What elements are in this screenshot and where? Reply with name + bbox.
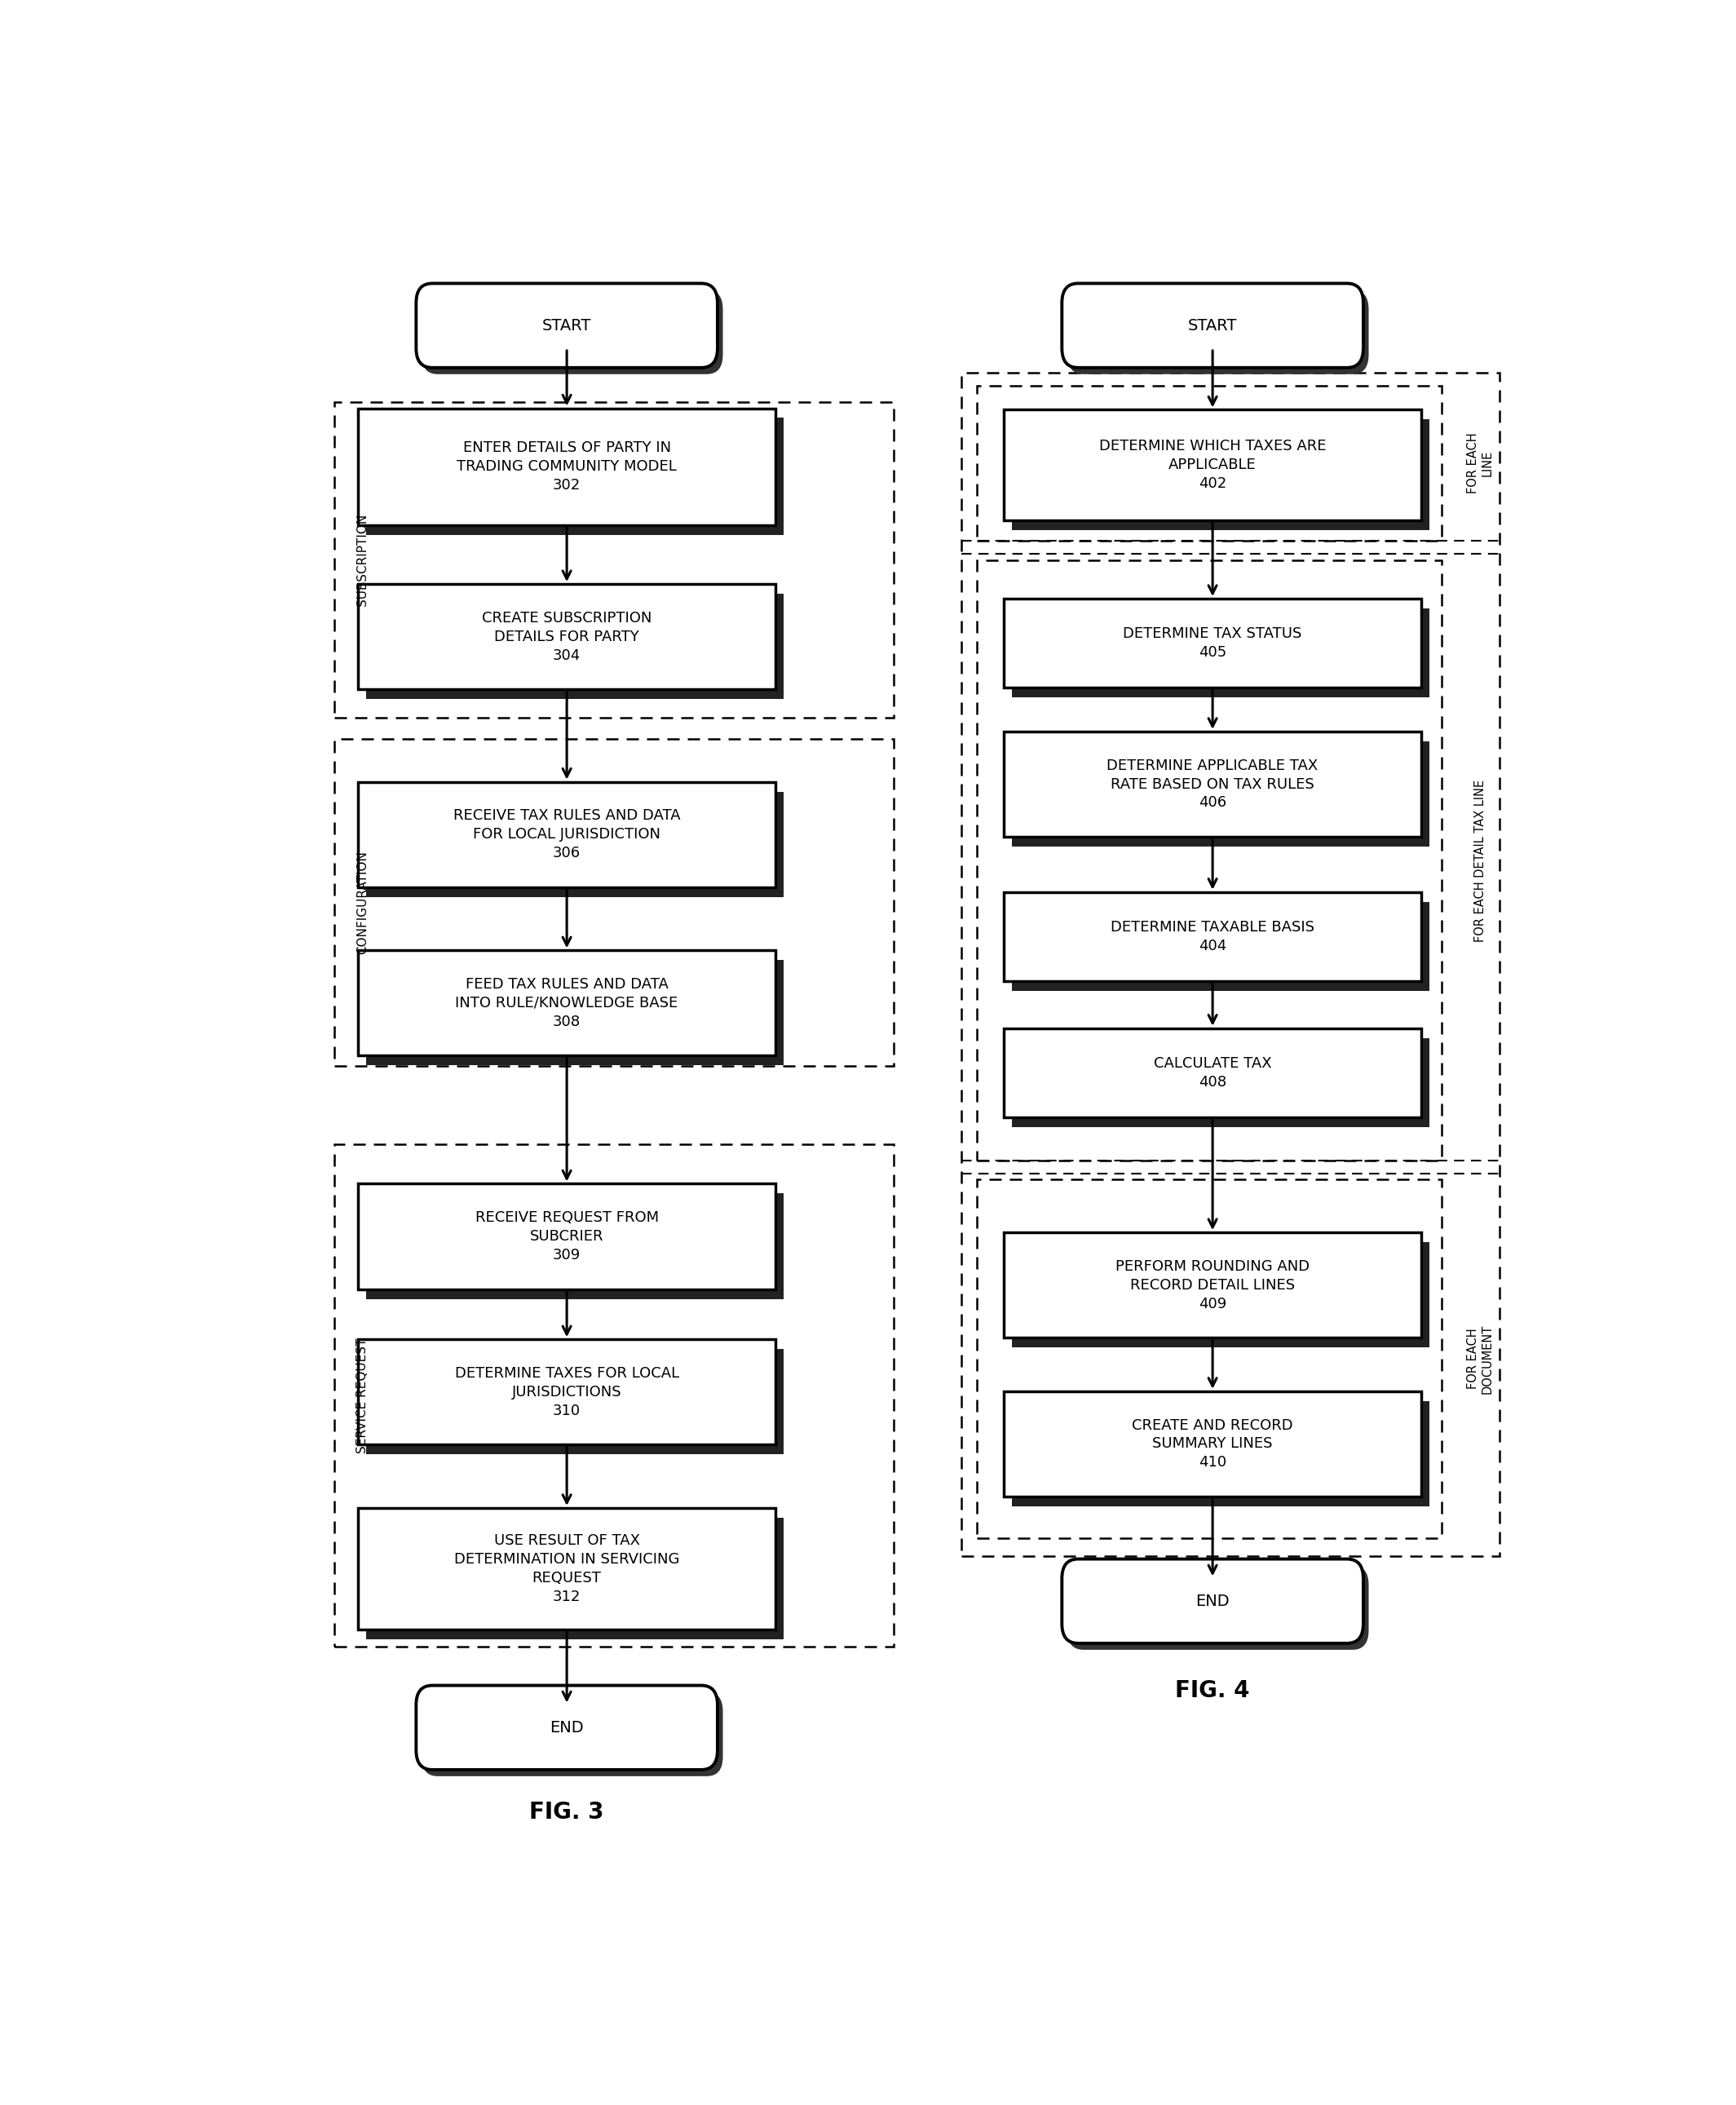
Bar	[1003, 1391, 1422, 1497]
Bar	[333, 1143, 894, 1646]
Bar	[962, 373, 1500, 1556]
Bar	[1003, 410, 1422, 520]
Text: START: START	[542, 318, 592, 333]
Text: DETERMINE APPLICABLE TAX
RATE BASED ON TAX RULES
406: DETERMINE APPLICABLE TAX RATE BASED ON T…	[1108, 758, 1318, 810]
Text: USE RESULT OF TAX
DETERMINATION IN SERVICING
REQUEST
312: USE RESULT OF TAX DETERMINATION IN SERVI…	[455, 1532, 679, 1604]
Bar	[366, 1518, 783, 1640]
FancyBboxPatch shape	[417, 1686, 717, 1770]
Bar	[977, 1179, 1441, 1539]
Text: DETERMINE TAXABLE BASIS
404: DETERMINE TAXABLE BASIS 404	[1111, 920, 1314, 954]
Text: ENTER DETAILS OF PARTY IN
TRADING COMMUNITY MODEL
302: ENTER DETAILS OF PARTY IN TRADING COMMUN…	[457, 440, 677, 493]
FancyBboxPatch shape	[1068, 290, 1368, 375]
Bar	[1003, 598, 1422, 688]
Text: DETERMINE WHICH TAXES ARE
APPLICABLE
402: DETERMINE WHICH TAXES ARE APPLICABLE 402	[1099, 440, 1326, 490]
Text: END: END	[1196, 1593, 1229, 1608]
Bar	[358, 1339, 776, 1444]
Bar	[1003, 893, 1422, 981]
Text: FIG. 3: FIG. 3	[529, 1800, 604, 1823]
Bar	[358, 1183, 776, 1288]
Bar	[977, 560, 1441, 1160]
Bar	[366, 1349, 783, 1455]
Text: END: END	[550, 1720, 583, 1735]
Bar	[358, 1507, 776, 1629]
Text: DETERMINE TAX STATUS
405: DETERMINE TAX STATUS 405	[1123, 627, 1302, 659]
FancyBboxPatch shape	[422, 1692, 722, 1777]
Bar	[366, 419, 783, 535]
Bar	[366, 1194, 783, 1299]
Bar	[1012, 901, 1429, 991]
Bar	[977, 385, 1441, 541]
FancyBboxPatch shape	[1062, 284, 1363, 368]
Text: SUBSCRIPTION: SUBSCRIPTION	[356, 514, 368, 606]
Text: RECEIVE REQUEST FROM
SUBCRIER
309: RECEIVE REQUEST FROM SUBCRIER 309	[476, 1210, 658, 1263]
Text: RECEIVE TAX RULES AND DATA
FOR LOCAL JURISDICTION
306: RECEIVE TAX RULES AND DATA FOR LOCAL JUR…	[453, 808, 681, 861]
Text: FEED TAX RULES AND DATA
INTO RULE/KNOWLEDGE BASE
308: FEED TAX RULES AND DATA INTO RULE/KNOWLE…	[455, 977, 679, 1029]
Text: CREATE AND RECORD
SUMMARY LINES
410: CREATE AND RECORD SUMMARY LINES 410	[1132, 1419, 1293, 1469]
Bar	[333, 739, 894, 1067]
Bar	[1012, 741, 1429, 846]
Bar	[1012, 608, 1429, 697]
Bar	[1012, 1402, 1429, 1507]
Bar	[358, 408, 776, 524]
Text: START: START	[1187, 318, 1238, 333]
Bar	[333, 402, 894, 718]
Bar	[366, 960, 783, 1065]
FancyBboxPatch shape	[1062, 1560, 1363, 1644]
FancyBboxPatch shape	[417, 284, 717, 368]
Bar	[1003, 1027, 1422, 1118]
Bar	[1012, 1038, 1429, 1126]
Text: FOR EACH
LINE: FOR EACH LINE	[1467, 434, 1493, 495]
Text: SERVICE REQUEST: SERVICE REQUEST	[356, 1337, 368, 1452]
Text: CALCULATE TAX
408: CALCULATE TAX 408	[1154, 1057, 1271, 1090]
Bar	[1003, 733, 1422, 838]
Text: DETERMINE TAXES FOR LOCAL
JURISDICTIONS
310: DETERMINE TAXES FOR LOCAL JURISDICTIONS …	[455, 1366, 679, 1419]
Text: FOR EACH DETAIL TAX LINE: FOR EACH DETAIL TAX LINE	[1474, 779, 1486, 941]
Bar	[366, 791, 783, 897]
FancyBboxPatch shape	[422, 290, 722, 375]
Bar	[1012, 1242, 1429, 1347]
Bar	[358, 949, 776, 1057]
Bar	[358, 583, 776, 690]
Text: FOR EACH
DOCUMENT: FOR EACH DOCUMENT	[1467, 1324, 1493, 1394]
FancyBboxPatch shape	[1068, 1566, 1368, 1650]
Bar	[1003, 1231, 1422, 1339]
Text: FIG. 4: FIG. 4	[1175, 1680, 1250, 1701]
Text: PERFORM ROUNDING AND
RECORD DETAIL LINES
409: PERFORM ROUNDING AND RECORD DETAIL LINES…	[1116, 1259, 1309, 1311]
Bar	[1012, 419, 1429, 530]
Text: CREATE SUBSCRIPTION
DETAILS FOR PARTY
304: CREATE SUBSCRIPTION DETAILS FOR PARTY 30…	[483, 610, 651, 663]
Text: CONFIGURATION: CONFIGURATION	[356, 850, 368, 954]
Bar	[366, 594, 783, 699]
Bar	[358, 781, 776, 886]
